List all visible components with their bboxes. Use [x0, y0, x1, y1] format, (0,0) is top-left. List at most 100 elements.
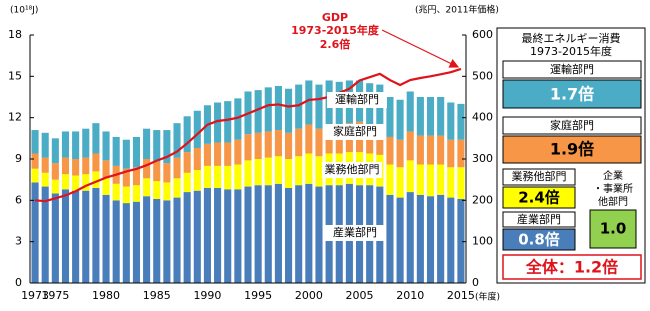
bar-segment: [143, 196, 151, 283]
bar-segment: [295, 128, 303, 157]
panel-label: 業務他部門: [512, 169, 567, 183]
bar-segment: [193, 110, 201, 148]
panel-title: 1973-2015年度: [530, 44, 612, 58]
bar-segment: [173, 197, 181, 283]
panel-value: 1.7倍: [550, 85, 594, 104]
bar-segment: [447, 139, 455, 168]
series-label-box: [325, 225, 385, 241]
gdp-annotation: 2.6倍: [320, 37, 351, 51]
bar-segment: [447, 197, 455, 283]
bar-segment: [51, 138, 59, 164]
y-unit: (10¹⁸J): [10, 6, 38, 16]
bar-segment: [132, 185, 141, 202]
bar-segment: [92, 171, 100, 188]
y2-unit: (兆円、2011年価格): [415, 4, 499, 16]
value-box: [502, 228, 576, 251]
label-box: [502, 116, 642, 135]
bar-segment: [112, 200, 120, 283]
bar-segment: [51, 193, 59, 283]
bar-segment: [82, 157, 90, 175]
bar-segment: [41, 157, 49, 173]
panel-value: 1.9倍: [550, 140, 594, 159]
bar-segment: [143, 159, 151, 179]
bar-segment: [153, 181, 161, 199]
bar-segment: [102, 131, 110, 161]
bar-segment: [437, 164, 445, 195]
x-tick-label: 1990: [193, 289, 221, 302]
bar-segment: [437, 97, 445, 136]
bar-segment: [214, 142, 222, 166]
bar-segment: [214, 165, 222, 188]
bar-segment: [244, 134, 252, 161]
bar-segment: [224, 189, 232, 283]
bar-segment: [285, 88, 293, 133]
x-tick-label: 1995: [244, 289, 272, 302]
bar-segment: [295, 156, 303, 186]
bar-segment: [41, 186, 49, 283]
bar-segment: [285, 159, 293, 188]
panel-label: 企業: [603, 169, 623, 182]
bar-segment: [224, 142, 232, 166]
bar-segment: [376, 125, 384, 155]
y2-tick-label: 200: [472, 193, 493, 206]
x-tick-label: 1975: [41, 289, 69, 302]
y-tick-label: 6: [15, 193, 22, 206]
panel-value: 0.8倍: [518, 231, 560, 249]
bar-segment: [274, 130, 282, 157]
bar-segment: [72, 175, 80, 191]
bar-segment: [386, 194, 394, 283]
bar-segment: [173, 123, 181, 158]
y2-tick-label: 400: [472, 111, 493, 124]
bar-segment: [61, 131, 70, 158]
bar-segment: [132, 136, 141, 168]
bar-segment: [102, 194, 110, 283]
panel-label: 産業部門: [517, 212, 561, 226]
bar-segment: [457, 139, 465, 168]
series-label: 運輸部門: [335, 92, 379, 106]
bar-segment: [406, 91, 414, 132]
bar-segment: [264, 87, 272, 132]
y2-tick-label: 100: [472, 235, 493, 248]
bar-segment: [122, 168, 130, 187]
bar-segment: [72, 190, 80, 283]
bar-segment: [264, 185, 272, 283]
bar-segment: [396, 139, 404, 168]
bar-segment: [406, 192, 414, 283]
bar-segment: [416, 194, 424, 283]
bar-segment: [31, 153, 39, 169]
bar-segment: [305, 183, 313, 283]
panel-label: 家庭部門: [550, 118, 594, 132]
panel-value: 1.0: [600, 220, 627, 238]
bar-segment: [274, 156, 282, 184]
bar-segment: [305, 124, 313, 154]
bar-segment: [457, 167, 465, 199]
panel-title: 最終エネルギー消費: [522, 31, 621, 45]
value-box: [502, 186, 576, 209]
bar-segment: [457, 198, 465, 283]
bar-segment: [295, 185, 303, 283]
series-label: 家庭部門: [333, 124, 377, 138]
x-tick-label: 2005: [346, 289, 374, 302]
value-box: [589, 209, 637, 249]
bar-segment: [122, 203, 130, 283]
bar-segment: [254, 132, 262, 159]
total-box: [502, 254, 642, 280]
bar-segment: [163, 130, 171, 164]
value-box: [502, 135, 642, 164]
x-tick-label: 1973: [21, 289, 49, 302]
bar-segment: [285, 187, 293, 283]
panel-label: 他部門: [598, 195, 628, 208]
bar-segment: [61, 189, 70, 283]
bar-segment: [122, 139, 130, 169]
bar-segment: [315, 186, 323, 283]
bar-segment: [274, 85, 282, 131]
bar-segment: [315, 84, 323, 129]
annotation-arrow: [381, 29, 460, 68]
x-tick-label: 2000: [295, 289, 323, 302]
gdp-annotation: 1973-2015年度: [291, 23, 380, 37]
bar-segment: [447, 167, 455, 198]
bar-segment: [315, 156, 323, 187]
bar-segment: [143, 178, 151, 197]
label-box: [502, 60, 642, 79]
